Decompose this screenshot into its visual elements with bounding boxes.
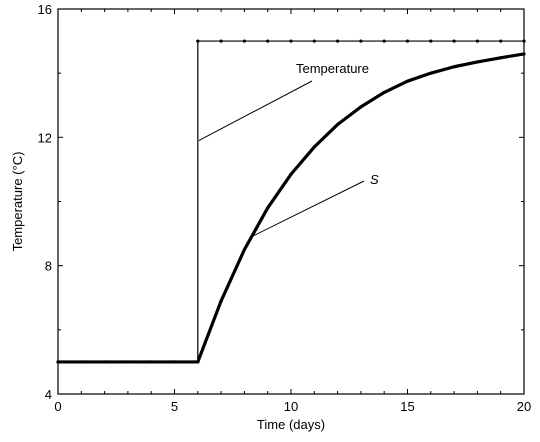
series-temperature-point [429,39,433,43]
series-s-point [103,360,107,364]
temperature-annotation: Temperature [296,61,369,76]
y-tick-label: 4 [45,387,52,402]
x-tick-label: 15 [400,399,414,414]
series-s-point [382,90,386,95]
series-s-point [336,122,340,127]
series-s-point [79,360,83,364]
series-temperature-point [452,39,456,43]
series-s-point [359,105,363,109]
series-s-point [219,299,223,303]
y-axis-label: Temperature (°C) [10,152,25,252]
series-s-point [172,360,177,364]
annotations: Temperature S [198,61,379,238]
s-leader-line [251,180,365,238]
series-s-line [58,52,525,364]
series-s-point [56,360,60,364]
series-s-point [429,71,433,75]
y-tick-label: 16 [38,2,52,17]
s-annotation: S [370,172,379,187]
series-s-point [499,56,503,60]
series-temperature-point [499,39,503,43]
series-temperature-point [242,39,246,43]
tick-marks [57,8,525,395]
series-temperature-point [289,39,293,43]
series-temperature-point [336,39,340,43]
x-tick-label: 0 [54,399,61,414]
series-s-point [405,79,410,83]
series-temperature-point [405,39,410,43]
series-temperature-point [475,39,479,43]
series-s-point [312,145,316,149]
series-s-point [522,52,526,56]
series-s-point [266,206,270,210]
x-tick-label: 20 [517,399,531,414]
series-temperature-point [266,39,270,43]
x-tick-label: 5 [171,399,178,414]
series-temperature-point [219,39,223,43]
series-temperature-line [58,40,524,363]
series-temperature-point [382,39,386,43]
series-s-point [452,65,456,69]
series-temperature-point [522,39,526,43]
series-temperature-point [312,39,316,43]
series-s-point [289,172,293,176]
temperature-leader-line [198,80,313,141]
x-tick-label: 10 [284,399,298,414]
series-s-point [149,360,153,364]
x-axis-label: Time (days) [257,417,325,432]
series-s-point [475,60,479,64]
series-s-point [242,248,246,252]
y-tick-label: 8 [45,259,52,274]
series-layer [56,39,526,364]
series-temperature-point [359,39,363,43]
series-s-point [126,360,130,364]
tick-labels: 0 5 10 15 20 4 8 12 16 [38,2,532,414]
y-tick-label: 12 [38,130,52,145]
series-temperature-point [196,39,200,43]
series-s-point [196,360,200,364]
